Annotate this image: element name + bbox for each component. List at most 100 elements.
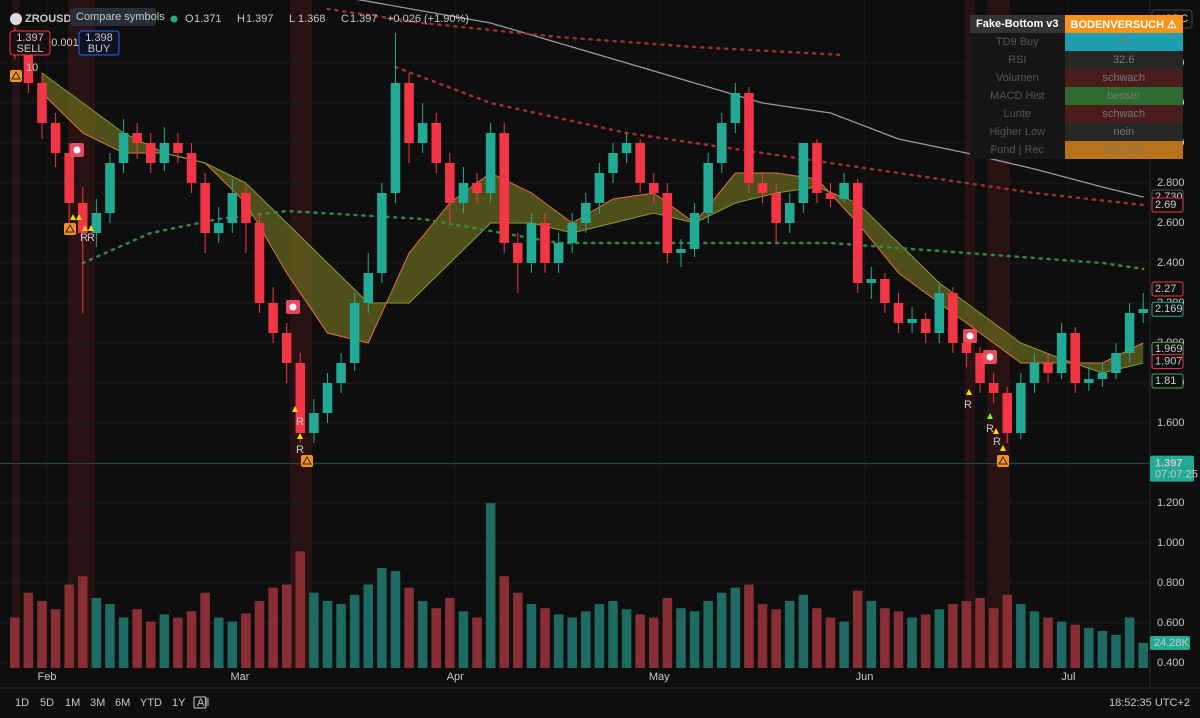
symbol: ZROUSD xyxy=(25,13,72,25)
table-row: Higher Low nein xyxy=(970,123,1183,141)
ohlc-value: 1.397 xyxy=(246,13,274,25)
candle-body xyxy=(431,123,442,163)
volume-bar xyxy=(934,609,945,668)
candle-body xyxy=(540,223,550,263)
volume-bar xyxy=(513,592,523,668)
volume-bar xyxy=(417,600,428,668)
price-label: 1.907 xyxy=(1155,356,1183,368)
table-cell: schwach xyxy=(1064,69,1183,87)
candle-body xyxy=(390,83,401,193)
clock: 18:52:35 UTC+2 xyxy=(1109,697,1190,709)
candle-body xyxy=(744,93,754,183)
calendar-icon[interactable] xyxy=(193,696,207,709)
volume-bar xyxy=(390,571,401,668)
candle-body xyxy=(880,279,890,303)
range-button[interactable]: 5D xyxy=(40,697,54,709)
volume-bar xyxy=(118,617,129,668)
triangle-marker xyxy=(76,214,82,220)
candle-body xyxy=(621,143,632,153)
candle-body xyxy=(363,273,374,303)
skull-face xyxy=(986,353,994,361)
skull-face xyxy=(73,146,81,154)
triangle-marker xyxy=(987,413,993,419)
volume-bar xyxy=(309,592,319,668)
price-label: 1.81 xyxy=(1155,375,1176,387)
volume-bar xyxy=(173,617,183,668)
symbol-logo xyxy=(10,13,22,25)
table-cell: nein xyxy=(1064,123,1183,141)
range-button[interactable]: YTD xyxy=(140,697,162,709)
signal-table: Fake-Bottom v3 BODENVERSUCH ⚠ TD9 Buy JA RSI… xyxy=(970,15,1183,159)
buy-box[interactable] xyxy=(78,30,120,56)
candle-body xyxy=(227,193,238,223)
table-cell: BODENVERSUCH ⚠ xyxy=(1064,15,1183,33)
range-button[interactable]: 1Y xyxy=(172,697,186,709)
candle-body xyxy=(594,173,605,203)
tooltip: Compare symbols xyxy=(76,11,165,23)
range-button[interactable]: All xyxy=(197,697,209,709)
y-tick-label: 0.400 xyxy=(1157,657,1185,669)
volume-bar xyxy=(349,594,360,668)
triangle-marker xyxy=(82,225,88,231)
signal-label: R xyxy=(80,232,88,244)
candle-body xyxy=(553,243,564,263)
alert-band xyxy=(290,0,312,668)
y-tick-label: 1.000 xyxy=(1157,537,1185,549)
sell-box[interactable] xyxy=(9,30,51,56)
cloud-line xyxy=(41,72,1144,374)
countdown: 07:07:25 xyxy=(1155,469,1198,481)
candle-body xyxy=(404,83,414,143)
volume-bar xyxy=(961,600,972,668)
volume-bar xyxy=(526,604,537,668)
last-price-label: 1.397 xyxy=(1155,458,1183,470)
volume-bar xyxy=(1070,624,1080,668)
triangle-marker xyxy=(88,225,94,231)
volume-bar xyxy=(1056,621,1067,668)
header: ZROUSD Compare symbols O 1.371 H 1.397 L 1.368 C… xyxy=(9,8,1193,74)
triangle-marker xyxy=(297,433,303,439)
range-button[interactable]: 6M xyxy=(115,697,130,709)
candle-body xyxy=(866,279,877,283)
range-button[interactable]: 1M xyxy=(65,697,80,709)
signal-label: R xyxy=(296,444,304,456)
volume-bar xyxy=(268,587,278,668)
candle-body xyxy=(703,163,713,213)
volume-bar xyxy=(254,600,265,668)
candle-body xyxy=(757,183,768,193)
candle-body xyxy=(920,319,931,333)
volume-bar xyxy=(621,609,632,668)
volume-bar xyxy=(472,617,482,668)
volume-bar xyxy=(716,592,727,668)
volume-bar xyxy=(1029,611,1040,668)
table-cell: besser xyxy=(1064,87,1183,105)
candle-body xyxy=(309,413,319,433)
ohlc-key: C xyxy=(341,13,349,25)
table-row: Volumen schwach xyxy=(970,69,1183,87)
skull-face xyxy=(289,303,297,311)
price-label-box xyxy=(1151,197,1184,213)
candle-body xyxy=(839,183,849,199)
change: +0.026 (+1.90%) xyxy=(387,13,469,25)
range-button[interactable]: 1D xyxy=(15,697,29,709)
ohlc-key: L xyxy=(289,13,295,25)
triangle-marker xyxy=(1000,445,1006,451)
candle-body xyxy=(445,163,455,203)
candle-body xyxy=(689,213,700,249)
volume-bar xyxy=(839,621,849,668)
volume-bar xyxy=(988,608,999,668)
volume-bar xyxy=(553,614,564,668)
volume-bar xyxy=(1043,617,1053,668)
cloud-line xyxy=(41,92,1144,364)
candle-body xyxy=(1002,393,1013,433)
range-button[interactable]: 3M xyxy=(90,697,105,709)
candle-body xyxy=(1138,309,1148,313)
indicator-line xyxy=(81,209,1145,271)
candle-body xyxy=(1097,373,1108,379)
indicator-line xyxy=(356,0,1144,198)
candle-body xyxy=(186,153,197,183)
candle-body xyxy=(91,213,102,233)
volume-bar xyxy=(1002,594,1013,668)
volume-bar xyxy=(431,608,442,668)
candle-body xyxy=(458,183,469,203)
